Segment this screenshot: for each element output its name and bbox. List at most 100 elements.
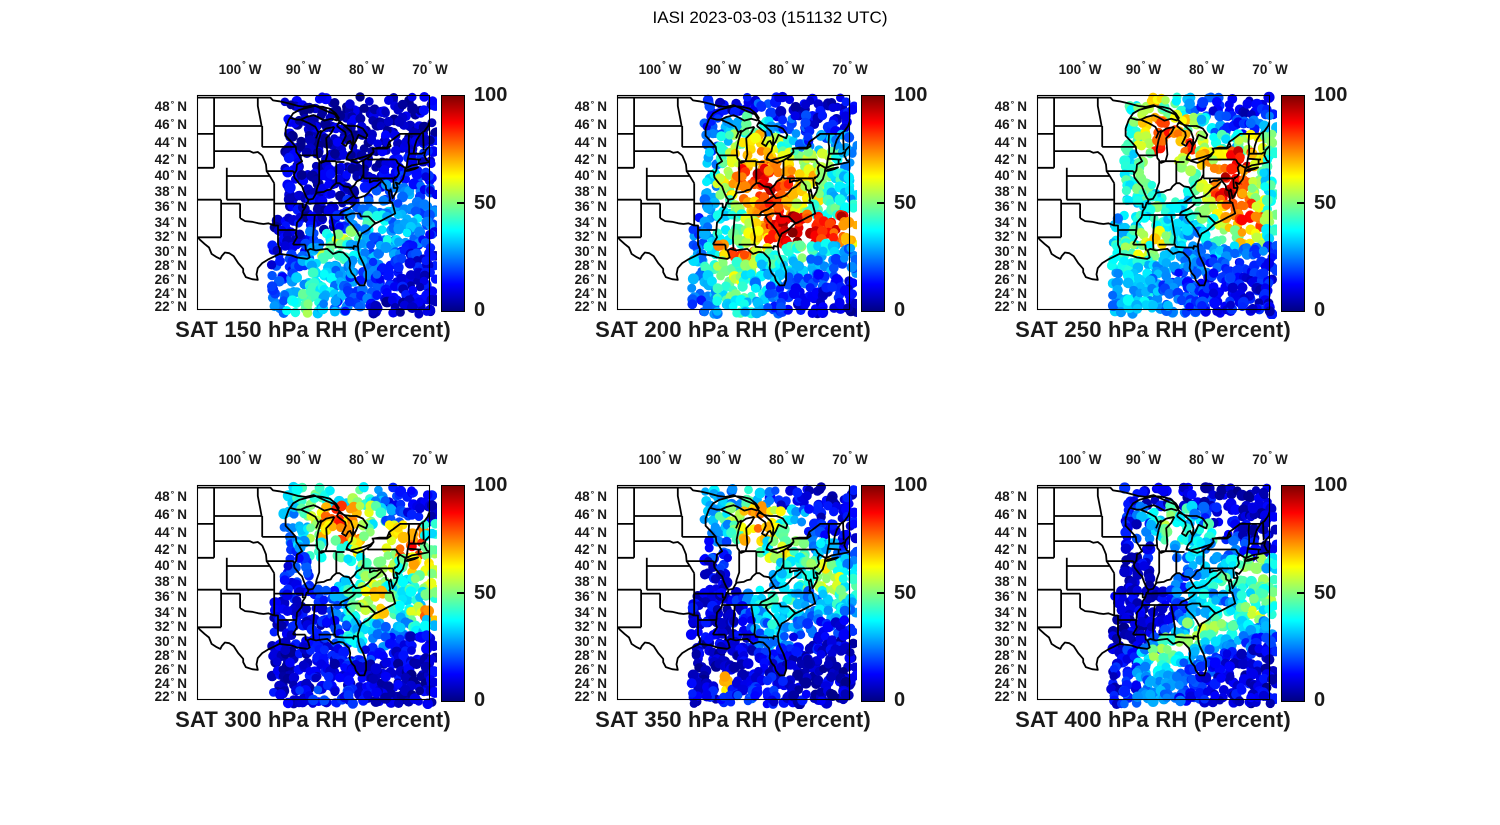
lat-tick-label: 40° N [127, 168, 187, 183]
lat-hemisphere: N [177, 648, 187, 663]
degree-symbol: ° [170, 98, 175, 109]
lat-tick-label: 34° N [547, 214, 607, 230]
lon-value: 90 [705, 62, 721, 77]
lat-tick-label: 44° N [967, 135, 1027, 150]
lat-value: 28 [154, 648, 170, 663]
lat-value: 24 [154, 675, 170, 691]
lat-value: 44 [574, 134, 590, 150]
lat-tick-label: 32° N [547, 229, 607, 244]
lat-value: 40 [994, 168, 1010, 183]
lat-value: 22 [154, 299, 170, 314]
lat-hemisphere: N [597, 589, 607, 605]
panel-350hpa: SAT 350 hPa RH (Percent) 100° W 90° W 80° W 70… [575, 449, 928, 732]
lat-tick-label: 38° N [967, 574, 1027, 589]
lat-hemisphere: N [177, 229, 187, 245]
lat-value: 28 [994, 258, 1010, 273]
lat-value: 34 [154, 604, 170, 620]
lon-tick-label: 90° W [286, 449, 321, 467]
degree-symbol: ° [1010, 98, 1015, 109]
panel-title: SAT 350 hPa RH (Percent) [595, 707, 871, 732]
lat-tick-label: 34° N [127, 215, 187, 230]
lat-tick-label: 36° N [967, 199, 1027, 214]
lat-value: 32 [994, 619, 1010, 635]
lon-value: 100 [218, 62, 242, 77]
lat-tick-label: 40° N [967, 558, 1027, 573]
lat-hemisphere: N [597, 168, 607, 183]
lat-tick-label: 48° N [127, 489, 187, 504]
degree-symbol: ° [170, 633, 175, 644]
colorbar [861, 95, 885, 312]
lat-tick-label: 30° N [127, 244, 187, 259]
lat-value: 34 [574, 214, 590, 230]
lat-value: 48 [994, 98, 1010, 114]
lat-value: 30 [994, 243, 1010, 259]
state-boundaries [1037, 96, 1270, 287]
degree-symbol: ° [365, 59, 369, 69]
lat-hemisphere: N [597, 199, 607, 215]
lat-hemisphere: N [597, 214, 607, 230]
colorbar [1281, 485, 1305, 702]
lat-value: 24 [154, 285, 170, 301]
lat-value: 26 [574, 271, 590, 287]
lat-hemisphere: N [177, 573, 187, 589]
lat-tick-label: 30° N [547, 634, 607, 649]
lat-hemisphere: N [1017, 661, 1027, 677]
lat-tick-label: 36° N [127, 589, 187, 605]
degree-symbol: ° [590, 229, 595, 240]
lon-hemisphere: W [728, 62, 742, 77]
colorbar-tick-label: 100 [894, 474, 928, 496]
lon-hemisphere: W [1211, 62, 1225, 77]
lat-tick-label: 44° N [967, 525, 1027, 540]
lat-hemisphere: N [597, 151, 607, 167]
colorbar-tick-label: 50 [894, 191, 917, 214]
lat-value: 22 [154, 689, 170, 704]
degree-symbol: ° [590, 589, 595, 600]
lat-tick-label: 22° N [967, 689, 1027, 704]
lat-value: 36 [154, 589, 170, 605]
degree-symbol: ° [1010, 299, 1015, 309]
lat-value: 28 [574, 258, 590, 273]
lon-hemisphere: W [1274, 452, 1288, 467]
lon-tick-label: 90° W [705, 59, 742, 77]
panel-300hpa: SAT 300 hPa RH (Percent) 100° W 90° W 80° W 70… [155, 449, 508, 732]
lat-hemisphere: N [1017, 258, 1027, 273]
degree-symbol: ° [1010, 661, 1015, 672]
lat-value: 30 [994, 633, 1010, 649]
degree-symbol: ° [848, 59, 852, 69]
degree-symbol: ° [1010, 589, 1015, 600]
degree-symbol: ° [301, 449, 306, 459]
lon-value: 100 [638, 62, 662, 77]
lat-value: 38 [154, 183, 170, 199]
lat-hemisphere: N [597, 675, 607, 691]
lat-tick-label: 44° N [127, 525, 187, 540]
lat-value: 28 [994, 648, 1010, 663]
lat-tick-label: 32° N [967, 619, 1027, 635]
lat-tick-label: 44° N [127, 135, 187, 150]
map-plot [196, 92, 437, 319]
lat-hemisphere: N [1017, 168, 1027, 183]
lat-hemisphere: N [597, 661, 607, 677]
lon-hemisphere: W [1211, 452, 1225, 467]
lat-value: 22 [574, 299, 590, 314]
lon-tick-label: 90° W [1126, 449, 1161, 467]
degree-symbol: ° [428, 449, 432, 459]
degree-symbol: ° [785, 449, 789, 459]
degree-symbol: ° [1141, 449, 1146, 459]
lat-value: 30 [154, 633, 170, 649]
lon-tick-label: 70° W [1252, 59, 1287, 77]
panel-title: SAT 250 hPa RH (Percent) [1015, 317, 1291, 342]
lat-tick-label: 26° N [967, 661, 1027, 677]
lat-value: 28 [574, 648, 590, 663]
degree-symbol: ° [1010, 604, 1015, 615]
lon-value: 100 [1058, 452, 1082, 467]
degree-symbol: ° [1010, 151, 1015, 162]
lat-hemisphere: N [177, 299, 187, 314]
lat-tick-label: 28° N [547, 648, 607, 663]
rh-scatter-dots [1106, 482, 1277, 709]
lat-value: 36 [574, 199, 590, 215]
lat-hemisphere: N [1017, 151, 1027, 167]
lat-hemisphere: N [177, 183, 187, 199]
lon-hemisphere: W [248, 452, 262, 467]
degree-symbol: ° [1082, 59, 1086, 69]
lat-hemisphere: N [1017, 558, 1027, 573]
